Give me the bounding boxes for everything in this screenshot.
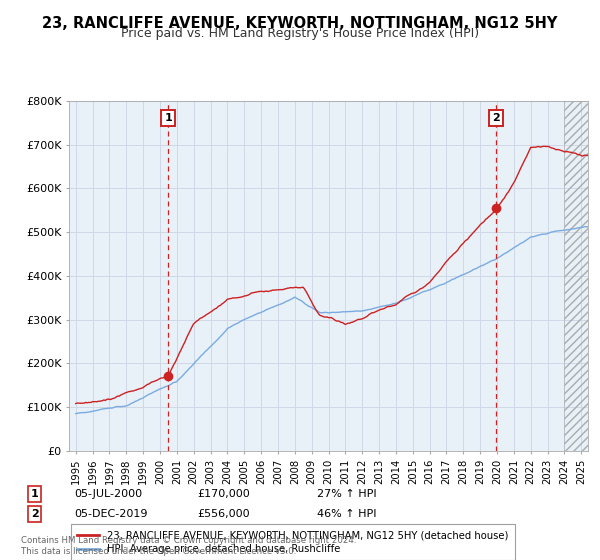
Text: 1: 1 — [164, 113, 172, 123]
Text: 2: 2 — [31, 509, 38, 519]
Text: 23, RANCLIFFE AVENUE, KEYWORTH, NOTTINGHAM, NG12 5HY: 23, RANCLIFFE AVENUE, KEYWORTH, NOTTINGH… — [43, 16, 557, 31]
Text: 27% ↑ HPI: 27% ↑ HPI — [317, 489, 376, 499]
Text: 46% ↑ HPI: 46% ↑ HPI — [317, 509, 376, 519]
Text: 2: 2 — [492, 113, 499, 123]
Legend: 23, RANCLIFFE AVENUE, KEYWORTH, NOTTINGHAM, NG12 5HY (detached house), HPI: Aver: 23, RANCLIFFE AVENUE, KEYWORTH, NOTTINGH… — [71, 524, 515, 560]
Text: 1: 1 — [31, 489, 38, 499]
Text: 05-DEC-2019: 05-DEC-2019 — [74, 509, 148, 519]
Text: £556,000: £556,000 — [197, 509, 250, 519]
Text: Price paid vs. HM Land Registry's House Price Index (HPI): Price paid vs. HM Land Registry's House … — [121, 27, 479, 40]
Text: Contains HM Land Registry data © Crown copyright and database right 2024.
This d: Contains HM Land Registry data © Crown c… — [21, 536, 356, 556]
Text: 05-JUL-2000: 05-JUL-2000 — [74, 489, 142, 499]
Text: £170,000: £170,000 — [197, 489, 250, 499]
